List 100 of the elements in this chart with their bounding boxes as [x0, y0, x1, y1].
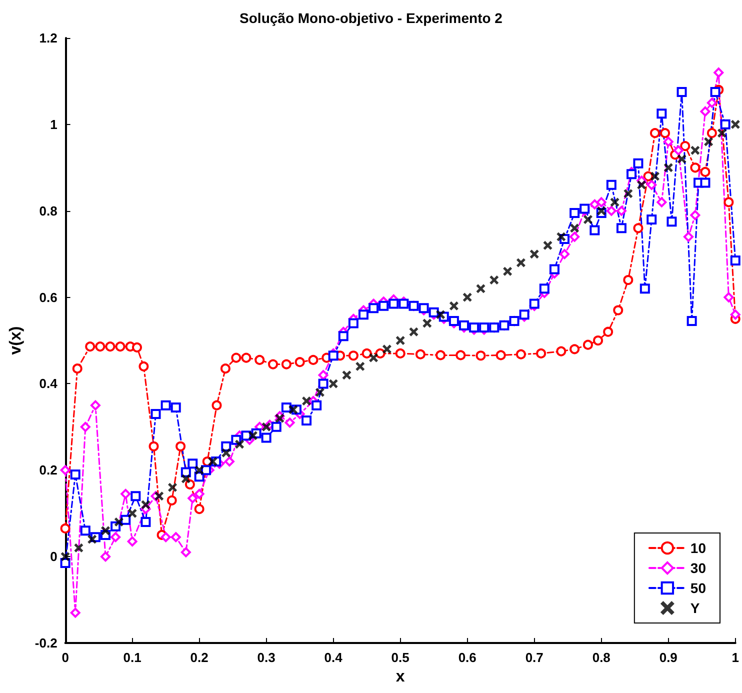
x-tick-label: 0.6 [458, 650, 476, 665]
point [516, 349, 526, 360]
x-tick-label: 0.4 [324, 650, 344, 665]
y-tick-label: 0 [50, 549, 58, 564]
point [342, 370, 352, 380]
point [395, 348, 406, 358]
point [610, 198, 620, 207]
point [254, 354, 265, 365]
point [241, 352, 252, 363]
legend-label: 10 [690, 540, 706, 556]
point [623, 275, 634, 285]
point [664, 163, 673, 172]
y-tick-label: 0.6 [39, 290, 58, 305]
point [637, 180, 646, 190]
point [596, 206, 606, 216]
point [396, 336, 405, 345]
point [456, 350, 466, 360]
point [690, 146, 700, 155]
point [262, 422, 271, 432]
point [624, 189, 633, 198]
point [503, 266, 512, 276]
point [362, 348, 372, 358]
point [582, 340, 593, 350]
y-tick-label: 0.4 [39, 376, 58, 392]
point [128, 508, 137, 518]
point [556, 232, 566, 242]
point [72, 364, 82, 374]
point [101, 526, 110, 536]
point [212, 400, 222, 410]
x-tick-label: 0.8 [592, 650, 610, 665]
point [95, 342, 106, 352]
y-tick-label: -0.2 [34, 636, 58, 650]
y-tick-label: 0.2 [39, 462, 58, 478]
legend-label: 50 [690, 580, 706, 596]
point [530, 250, 539, 259]
point [115, 342, 126, 352]
point [181, 474, 190, 484]
point [660, 128, 670, 138]
point [415, 349, 426, 360]
point [583, 215, 592, 224]
point [148, 441, 159, 452]
point [154, 492, 164, 501]
x-tick-label: 0.2 [190, 650, 208, 665]
point [496, 350, 506, 360]
x-axis-title: x [396, 668, 405, 686]
point [375, 348, 386, 358]
point [382, 344, 392, 354]
point [516, 258, 526, 268]
x-tick-label: 0.3 [257, 650, 276, 665]
x-tick-label: 0.5 [391, 650, 410, 665]
point [603, 326, 614, 337]
point [114, 518, 124, 526]
point [60, 552, 70, 562]
point [348, 350, 358, 361]
point [356, 362, 365, 371]
point [570, 224, 580, 233]
point [476, 284, 486, 294]
point [677, 154, 686, 164]
point [328, 379, 338, 388]
point [176, 441, 186, 452]
point [85, 342, 96, 352]
point [543, 240, 552, 250]
point [633, 223, 644, 234]
point [650, 172, 660, 181]
legend-label: Y [690, 600, 700, 616]
point [194, 466, 204, 475]
point [409, 327, 418, 336]
point [302, 396, 312, 406]
point [422, 318, 432, 328]
point [166, 495, 177, 506]
point [570, 344, 580, 354]
point [462, 292, 472, 302]
point [60, 523, 70, 534]
point [141, 500, 150, 510]
x-tick-label: 0.1 [123, 650, 142, 665]
point [168, 482, 178, 492]
point [556, 346, 566, 356]
point [369, 353, 378, 362]
point [220, 364, 230, 374]
point [308, 354, 318, 365]
point [184, 479, 195, 490]
y-tick-label: 1 [50, 116, 58, 132]
y-axis-title: v(x) [8, 326, 24, 355]
point [88, 534, 97, 544]
point [281, 359, 292, 370]
point [235, 440, 244, 449]
point [680, 141, 690, 152]
point [650, 128, 660, 138]
y-tick-label: 1.2 [39, 30, 58, 46]
legend-label: 30 [690, 560, 706, 576]
x-tick-label: 0.7 [525, 650, 544, 665]
point [613, 305, 624, 316]
point [724, 197, 734, 208]
point [536, 348, 546, 358]
chart-title: Solução Mono-objetivo - Experimento 2 [240, 10, 503, 26]
x-tick-label: 0.9 [659, 650, 678, 665]
point [706, 128, 717, 138]
x-tick-label: 1 [732, 650, 739, 665]
point [730, 120, 740, 129]
point [294, 357, 305, 368]
